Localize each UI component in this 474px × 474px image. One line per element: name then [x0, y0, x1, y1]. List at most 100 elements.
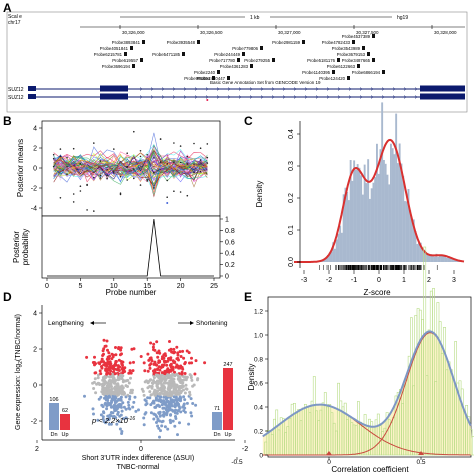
d-gene-point [109, 402, 113, 405]
d-gene-point [107, 351, 111, 355]
c-xaxis: -3 -2 -1 0 1 2 3 [301, 270, 456, 284]
d-gene-point [113, 381, 117, 385]
c-hist-bar [362, 194, 364, 262]
d-gene-point [174, 388, 178, 392]
c-hist-bar [323, 259, 326, 262]
gene-exon-2b [100, 93, 128, 100]
outlier-point [66, 156, 68, 159]
d-gene-point [176, 373, 180, 377]
outlier-point [139, 155, 142, 158]
strand-arrow-icon [216, 95, 220, 99]
b-xlabel: Probe number [106, 288, 157, 297]
b-xtick-label: 0 [45, 283, 49, 290]
b-posterior-lines [52, 99, 209, 212]
c-hist-bar [423, 251, 426, 262]
d-gene-point [161, 399, 165, 403]
d-gene-point [105, 407, 109, 411]
c-hist-bar [454, 260, 457, 262]
posterior-series [53, 153, 208, 170]
c-hist-bar [369, 198, 371, 262]
d-gene-point [109, 405, 113, 409]
c-hist-bar [365, 183, 368, 262]
c-xtick-label: 3 [452, 277, 456, 284]
outlier-point [206, 162, 209, 164]
strand-arrow-icon [403, 95, 407, 99]
annotation-title: Basic Gene Annotation Set from GENCODE V… [210, 80, 321, 85]
c-hist-bar [351, 180, 354, 262]
d-gene-point [94, 371, 98, 375]
probe-label: Probe3487665 [342, 58, 371, 63]
d-gene-point [114, 360, 118, 363]
d-gene-point [187, 422, 191, 426]
c-hist-bar [363, 164, 366, 262]
d-xlabel-1: Short 3'UTR index difference (ΔSUI) [82, 455, 194, 462]
d-gene-point [155, 404, 159, 408]
d-gene-point [151, 345, 155, 349]
probe-label: Probe3543989 [332, 46, 361, 51]
d-gene-point [151, 381, 155, 385]
d-gene-point [121, 363, 124, 367]
d-gene-point [113, 401, 117, 405]
d-gene-point [190, 414, 194, 418]
outlier-point [72, 193, 75, 195]
probe-label: Probe985804 [184, 76, 210, 81]
outlier-point [126, 152, 128, 154]
d-gene-point [134, 409, 138, 413]
d-gene-point [172, 389, 175, 393]
d-gene-point [83, 394, 86, 398]
d-gene-point [109, 369, 113, 373]
scale-label: Scal e [8, 14, 22, 20]
d-gene-point [156, 417, 160, 421]
c-hist-bar [370, 188, 373, 262]
e-ytick-label: 0.8 [254, 357, 263, 364]
d-gene-point [98, 382, 102, 386]
lengthening-label: Lengthening [48, 320, 84, 327]
c-hist-bar [360, 175, 363, 262]
probe-label: Probe2981159 [272, 40, 300, 45]
probe-marker [197, 40, 200, 44]
c-hist-bar [400, 163, 403, 262]
d-gene-point [133, 395, 137, 399]
b-xtick-label: 5 [78, 283, 82, 290]
b-ylabel-bottom-1: Posterior [12, 231, 21, 263]
d-gene-point [112, 406, 116, 410]
strand-arrow-icon [359, 87, 363, 91]
d-gene-point [107, 357, 111, 361]
d-gene-point [150, 393, 153, 397]
d-gene-point [160, 420, 164, 424]
strand-arrow-icon [150, 87, 154, 91]
strand-arrow-icon [260, 87, 264, 91]
probe-marker [352, 40, 355, 44]
d-gene-point [123, 379, 127, 383]
d-gene-point [169, 413, 172, 417]
b-bottom-ytick-label: 0.2 [225, 262, 235, 269]
d-xlabel-2: TNBC-normal [117, 464, 160, 471]
d-gene-point [94, 391, 98, 395]
d-gene-point [126, 400, 130, 404]
outlier-point [139, 184, 142, 186]
d-yaxis: 4 2 0 -2 [31, 311, 42, 426]
d-gene-point [185, 349, 189, 353]
d-gene-point [107, 418, 111, 422]
d-gene-point [99, 372, 103, 376]
d-gene-point [176, 353, 180, 357]
outlier-point [193, 163, 195, 165]
d-gene-point [183, 361, 187, 364]
d-ytick-label: -2 [31, 419, 37, 426]
c-hist-bar [428, 254, 431, 262]
d-gene-point [98, 369, 102, 373]
outlier-point [179, 161, 182, 164]
probe-label: Probe3679153 [337, 52, 366, 57]
coord-tick-label: 30,327,500 [356, 30, 379, 35]
d-gene-point [174, 415, 177, 418]
d-gene-point [106, 387, 110, 391]
strand-arrow-icon [359, 95, 363, 99]
c-hist-bar [440, 255, 443, 262]
c-xlabel: Z-score [363, 288, 391, 297]
outlier-point [113, 148, 115, 150]
c-hist-bar [411, 218, 413, 262]
panel-b: B 420-2-4 10.80.60.40.20 0 5 10 15 20 25 Post… [3, 99, 235, 297]
e-xtick-label: 0.5 [416, 459, 425, 466]
intron-arrows [139, 87, 418, 99]
d-gene-point [101, 415, 105, 419]
